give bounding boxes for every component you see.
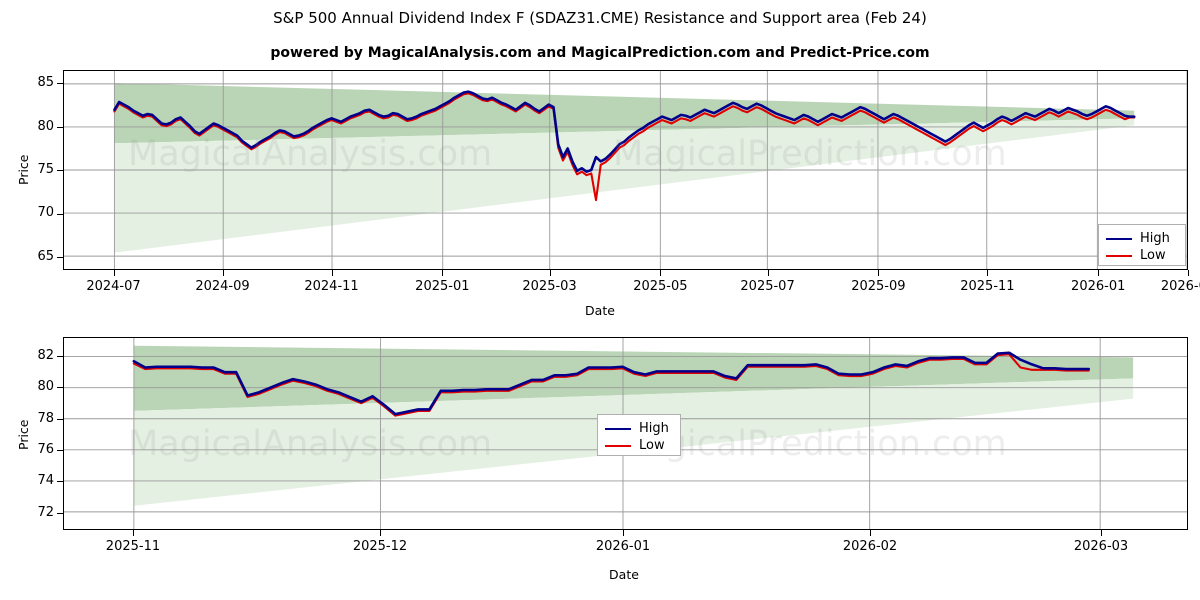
upper-chart-panel — [63, 70, 1188, 270]
y-tick-label: 82 — [37, 347, 54, 363]
upper-plot-svg — [64, 71, 1187, 269]
lower-x-axis-label: Date — [609, 567, 639, 582]
x-tick-mark — [878, 270, 880, 276]
x-tick-label: 2025-09 — [851, 279, 906, 294]
y-tick-mark — [57, 126, 63, 128]
x-tick-label: 2026-01 — [1071, 279, 1126, 294]
x-tick-label: 2025-12 — [352, 539, 408, 554]
series-line-high — [132, 351, 1091, 416]
x-tick-label: 2024-11 — [304, 279, 359, 294]
legend-item-low[interactable]: Low — [605, 437, 672, 454]
x-tick-label: 2025-11 — [960, 279, 1015, 294]
y-tick-mark — [57, 355, 63, 357]
y-tick-label: 80 — [37, 118, 54, 134]
y-tick-label: 76 — [37, 441, 54, 457]
x-tick-mark — [380, 530, 381, 536]
series-line-low — [113, 92, 1136, 202]
x-tick-label: 2026-02 — [842, 539, 898, 554]
band-support — [114, 118, 1135, 253]
y-tick-label: 78 — [37, 410, 54, 426]
page-title: S&P 500 Annual Dividend Index F (SDAZ31.… — [273, 9, 927, 27]
y-tick-label: 72 — [37, 504, 54, 520]
x-tick-label: 2026-03 — [1160, 279, 1200, 294]
x-tick-label: 2025-07 — [740, 279, 795, 294]
x-tick-label: 2025-01 — [415, 279, 470, 294]
legend-item-low[interactable]: Low — [1106, 247, 1177, 264]
x-tick-mark — [1101, 530, 1102, 536]
x-tick-mark — [767, 270, 769, 276]
legend-item-high[interactable]: High — [1106, 230, 1177, 247]
x-tick-label: 2024-09 — [195, 279, 250, 294]
x-tick-mark — [113, 270, 115, 276]
y-tick-mark — [57, 512, 63, 514]
upper-x-axis-label: Date — [585, 303, 615, 318]
legend-label-low: Low — [639, 438, 665, 453]
x-tick-label: 2025-05 — [633, 279, 688, 294]
high-line-swatch-icon — [1106, 237, 1132, 240]
upper-y-axis-label: Price — [16, 154, 31, 186]
x-tick-label: 2025-03 — [522, 279, 577, 294]
low-line-swatch-icon — [605, 444, 631, 447]
band-resistance — [114, 83, 1135, 144]
y-tick-label: 70 — [37, 205, 54, 221]
y-tick-mark — [57, 170, 63, 171]
y-tick-mark — [57, 481, 63, 483]
page-subtitle: powered by MagicalAnalysis.com and Magic… — [270, 45, 930, 61]
y-tick-label: 74 — [37, 473, 54, 489]
legend-label-high: High — [639, 421, 669, 436]
y-tick-label: 85 — [37, 75, 54, 91]
x-tick-label: 2024-07 — [86, 279, 141, 294]
band-resistance — [133, 345, 1134, 411]
upper-chart-legend[interactable]: High Low — [1098, 224, 1186, 266]
x-tick-mark — [442, 270, 444, 276]
x-tick-label: 2026-03 — [1073, 539, 1129, 554]
y-tick-mark — [57, 213, 63, 215]
x-tick-mark — [1098, 270, 1100, 276]
x-tick-mark — [549, 270, 551, 276]
x-tick-mark — [133, 530, 134, 536]
high-line-swatch-icon — [605, 427, 631, 430]
legend-label-high: High — [1140, 231, 1170, 246]
x-tick-mark — [1188, 270, 1189, 276]
y-tick-label: 75 — [37, 162, 54, 177]
y-tick-mark — [57, 418, 63, 420]
x-tick-mark — [870, 530, 872, 536]
lower-chart-legend[interactable]: High Low — [597, 414, 681, 456]
y-tick-label: 65 — [37, 248, 54, 264]
x-tick-label: 2025-11 — [105, 539, 161, 554]
x-tick-label: 2026-01 — [595, 539, 651, 554]
x-tick-mark — [623, 530, 624, 536]
y-tick-label: 80 — [37, 379, 54, 395]
series-line-low — [132, 353, 1090, 417]
x-tick-mark — [331, 270, 333, 276]
x-tick-mark — [660, 270, 662, 276]
y-tick-mark — [57, 450, 63, 451]
x-tick-mark — [987, 270, 989, 276]
legend-label-low: Low — [1140, 248, 1166, 263]
x-tick-mark — [222, 270, 224, 276]
upper-plot-area — [63, 70, 1188, 270]
y-tick-mark — [57, 257, 63, 258]
y-tick-mark — [57, 387, 63, 389]
series-line-high — [113, 90, 1136, 174]
y-tick-mark — [57, 83, 63, 84]
lower-y-axis-label: Price — [16, 419, 31, 451]
low-line-swatch-icon — [1106, 254, 1132, 257]
legend-item-high[interactable]: High — [605, 420, 672, 437]
